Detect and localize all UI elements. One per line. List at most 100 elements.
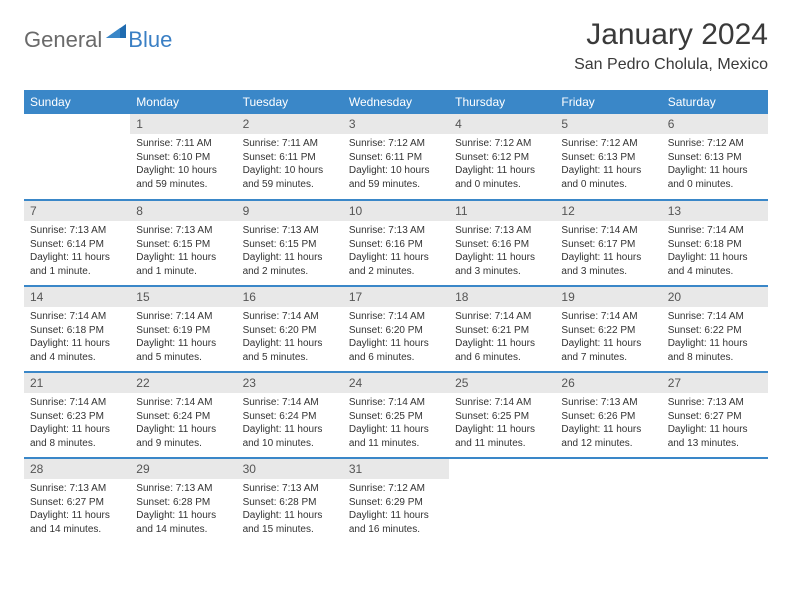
day-cell: 23Sunrise: 7:14 AMSunset: 6:24 PMDayligh…	[237, 372, 343, 458]
day-body: Sunrise: 7:13 AMSunset: 6:16 PMDaylight:…	[343, 221, 449, 284]
day-number: 9	[237, 201, 343, 221]
day-cell: 3Sunrise: 7:12 AMSunset: 6:11 PMDaylight…	[343, 114, 449, 200]
sunset-text: Sunset: 6:14 PM	[30, 238, 124, 252]
header: General Blue January 2024 San Pedro Chol…	[24, 18, 768, 74]
sunset-text: Sunset: 6:22 PM	[668, 324, 762, 338]
day-number: 11	[449, 201, 555, 221]
day-cell: 11Sunrise: 7:13 AMSunset: 6:16 PMDayligh…	[449, 200, 555, 286]
day-number: 16	[237, 287, 343, 307]
day-body: Sunrise: 7:14 AMSunset: 6:22 PMDaylight:…	[555, 307, 661, 370]
daylight-text-1: Daylight: 11 hours	[561, 423, 655, 437]
day-body: Sunrise: 7:13 AMSunset: 6:15 PMDaylight:…	[237, 221, 343, 284]
sunset-text: Sunset: 6:23 PM	[30, 410, 124, 424]
day-number: 24	[343, 373, 449, 393]
day-cell	[662, 458, 768, 544]
day-body: Sunrise: 7:14 AMSunset: 6:23 PMDaylight:…	[24, 393, 130, 456]
day-body: Sunrise: 7:14 AMSunset: 6:25 PMDaylight:…	[449, 393, 555, 456]
title-block: January 2024 San Pedro Cholula, Mexico	[574, 18, 768, 74]
day-body: Sunrise: 7:14 AMSunset: 6:19 PMDaylight:…	[130, 307, 236, 370]
day-body: Sunrise: 7:14 AMSunset: 6:22 PMDaylight:…	[662, 307, 768, 370]
sunrise-text: Sunrise: 7:14 AM	[668, 224, 762, 238]
sunrise-text: Sunrise: 7:12 AM	[561, 137, 655, 151]
sunset-text: Sunset: 6:20 PM	[349, 324, 443, 338]
daylight-text-2: and 0 minutes.	[561, 178, 655, 192]
sunset-text: Sunset: 6:25 PM	[455, 410, 549, 424]
sunset-text: Sunset: 6:26 PM	[561, 410, 655, 424]
day-cell: 2Sunrise: 7:11 AMSunset: 6:11 PMDaylight…	[237, 114, 343, 200]
day-body: Sunrise: 7:14 AMSunset: 6:24 PMDaylight:…	[130, 393, 236, 456]
sunrise-text: Sunrise: 7:14 AM	[136, 396, 230, 410]
day-number: 10	[343, 201, 449, 221]
daylight-text-1: Daylight: 11 hours	[668, 251, 762, 265]
daylight-text-1: Daylight: 11 hours	[30, 509, 124, 523]
day-body: Sunrise: 7:13 AMSunset: 6:28 PMDaylight:…	[237, 479, 343, 542]
sunset-text: Sunset: 6:18 PM	[668, 238, 762, 252]
daylight-text-2: and 8 minutes.	[30, 437, 124, 451]
day-body: Sunrise: 7:11 AMSunset: 6:10 PMDaylight:…	[130, 134, 236, 197]
sunrise-text: Sunrise: 7:13 AM	[136, 482, 230, 496]
daylight-text-1: Daylight: 11 hours	[561, 164, 655, 178]
sunset-text: Sunset: 6:21 PM	[455, 324, 549, 338]
sunrise-text: Sunrise: 7:14 AM	[243, 396, 337, 410]
day-body: Sunrise: 7:13 AMSunset: 6:26 PMDaylight:…	[555, 393, 661, 456]
day-cell: 29Sunrise: 7:13 AMSunset: 6:28 PMDayligh…	[130, 458, 236, 544]
day-body: Sunrise: 7:12 AMSunset: 6:12 PMDaylight:…	[449, 134, 555, 197]
day-cell: 25Sunrise: 7:14 AMSunset: 6:25 PMDayligh…	[449, 372, 555, 458]
day-header: Thursday	[449, 90, 555, 114]
daylight-text-2: and 11 minutes.	[349, 437, 443, 451]
day-cell: 13Sunrise: 7:14 AMSunset: 6:18 PMDayligh…	[662, 200, 768, 286]
day-header: Friday	[555, 90, 661, 114]
daylight-text-1: Daylight: 11 hours	[30, 251, 124, 265]
logo: General Blue	[24, 18, 172, 55]
logo-text-blue: Blue	[128, 27, 172, 53]
sunrise-text: Sunrise: 7:11 AM	[136, 137, 230, 151]
daylight-text-2: and 0 minutes.	[668, 178, 762, 192]
daylight-text-2: and 10 minutes.	[243, 437, 337, 451]
day-cell: 21Sunrise: 7:14 AMSunset: 6:23 PMDayligh…	[24, 372, 130, 458]
day-number: 8	[130, 201, 236, 221]
sunrise-text: Sunrise: 7:13 AM	[243, 482, 337, 496]
daylight-text-1: Daylight: 11 hours	[349, 509, 443, 523]
daylight-text-1: Daylight: 11 hours	[243, 251, 337, 265]
day-body: Sunrise: 7:11 AMSunset: 6:11 PMDaylight:…	[237, 134, 343, 197]
day-number: 7	[24, 201, 130, 221]
day-cell: 28Sunrise: 7:13 AMSunset: 6:27 PMDayligh…	[24, 458, 130, 544]
sunset-text: Sunset: 6:27 PM	[668, 410, 762, 424]
day-number: 30	[237, 459, 343, 479]
week-row: 28Sunrise: 7:13 AMSunset: 6:27 PMDayligh…	[24, 458, 768, 544]
day-number: 31	[343, 459, 449, 479]
sunset-text: Sunset: 6:13 PM	[668, 151, 762, 165]
sunset-text: Sunset: 6:19 PM	[136, 324, 230, 338]
sunrise-text: Sunrise: 7:13 AM	[136, 224, 230, 238]
day-number: 14	[24, 287, 130, 307]
day-body: Sunrise: 7:13 AMSunset: 6:14 PMDaylight:…	[24, 221, 130, 284]
daylight-text-2: and 5 minutes.	[243, 351, 337, 365]
day-number: 27	[662, 373, 768, 393]
day-number: 20	[662, 287, 768, 307]
day-number: 23	[237, 373, 343, 393]
daylight-text-1: Daylight: 10 hours	[349, 164, 443, 178]
sunrise-text: Sunrise: 7:13 AM	[30, 224, 124, 238]
day-number: 17	[343, 287, 449, 307]
sunrise-text: Sunrise: 7:13 AM	[561, 396, 655, 410]
sunset-text: Sunset: 6:11 PM	[243, 151, 337, 165]
daylight-text-1: Daylight: 11 hours	[136, 509, 230, 523]
sunrise-text: Sunrise: 7:13 AM	[455, 224, 549, 238]
sunset-text: Sunset: 6:24 PM	[136, 410, 230, 424]
sunset-text: Sunset: 6:24 PM	[243, 410, 337, 424]
day-body: Sunrise: 7:14 AMSunset: 6:18 PMDaylight:…	[24, 307, 130, 370]
day-cell: 19Sunrise: 7:14 AMSunset: 6:22 PMDayligh…	[555, 286, 661, 372]
daylight-text-1: Daylight: 11 hours	[455, 251, 549, 265]
day-body: Sunrise: 7:12 AMSunset: 6:29 PMDaylight:…	[343, 479, 449, 542]
daylight-text-2: and 5 minutes.	[136, 351, 230, 365]
day-number: 3	[343, 114, 449, 134]
day-body: Sunrise: 7:14 AMSunset: 6:18 PMDaylight:…	[662, 221, 768, 284]
sunrise-text: Sunrise: 7:14 AM	[30, 396, 124, 410]
daylight-text-1: Daylight: 11 hours	[668, 337, 762, 351]
daylight-text-2: and 4 minutes.	[668, 265, 762, 279]
day-cell: 17Sunrise: 7:14 AMSunset: 6:20 PMDayligh…	[343, 286, 449, 372]
daylight-text-1: Daylight: 11 hours	[243, 337, 337, 351]
day-body: Sunrise: 7:13 AMSunset: 6:27 PMDaylight:…	[662, 393, 768, 456]
day-cell: 31Sunrise: 7:12 AMSunset: 6:29 PMDayligh…	[343, 458, 449, 544]
day-cell: 18Sunrise: 7:14 AMSunset: 6:21 PMDayligh…	[449, 286, 555, 372]
